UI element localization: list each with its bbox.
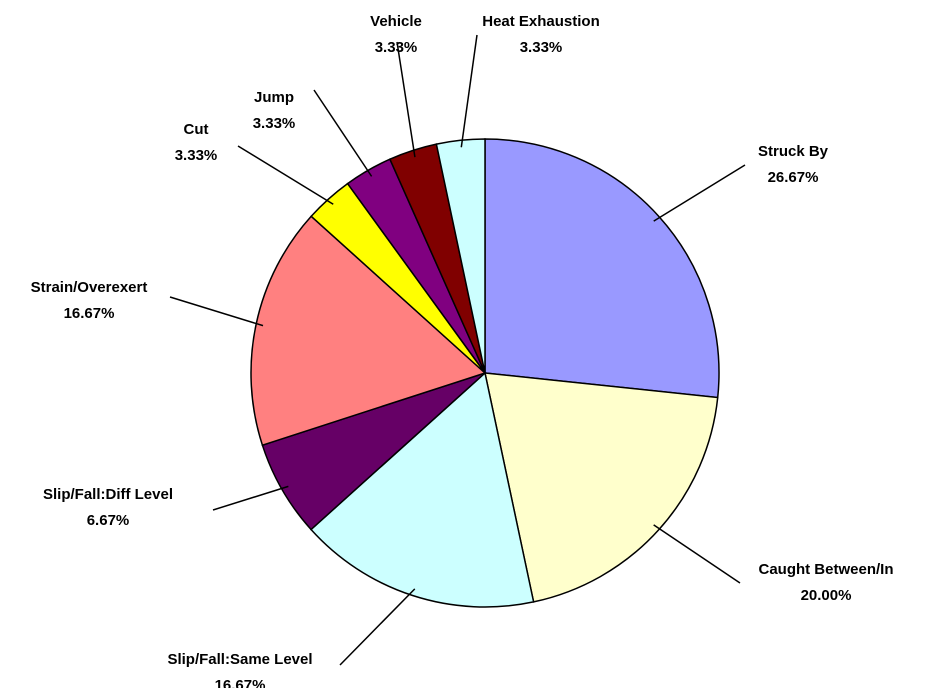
slice-label: Strain/Overexert: [31, 279, 148, 296]
pie-slice: [309, 371, 535, 608]
slice-value-label: 3.33%: [175, 147, 218, 164]
leader-line: [169, 296, 264, 327]
slice-label: Heat Exhaustion: [482, 13, 600, 30]
slice-label: Caught Between/In: [758, 561, 893, 578]
slice-value-label: 16.67%: [64, 305, 115, 322]
slice-value-label: 6.67%: [87, 512, 130, 529]
slice-value-label: 3.33%: [253, 115, 296, 132]
leader-line: [460, 34, 478, 148]
leader-line: [212, 485, 289, 511]
leader-line: [237, 145, 334, 205]
slice-label: Slip/Fall:Diff Level: [43, 486, 173, 503]
slice-label: Jump: [254, 89, 294, 106]
slice-value-label: 16.67%: [215, 677, 266, 688]
pie-slice: [484, 138, 720, 399]
slice-label: Vehicle: [370, 13, 422, 30]
leader-line: [313, 89, 373, 177]
leader-line: [653, 524, 741, 584]
slice-value-label: 26.67%: [768, 169, 819, 186]
slice-label: Slip/Fall:Same Level: [167, 651, 312, 668]
slice-value-label: 3.33%: [375, 39, 418, 56]
slice-value-label: 20.00%: [801, 587, 852, 604]
pie-slice: [484, 372, 719, 603]
pie-slice: [435, 138, 486, 374]
leader-line: [653, 164, 746, 222]
slice-label: Struck By: [758, 143, 829, 160]
slice-label: Cut: [184, 121, 209, 138]
leader-line: [396, 41, 416, 158]
leader-line: [339, 588, 416, 666]
slice-value-label: 3.33%: [520, 39, 563, 56]
